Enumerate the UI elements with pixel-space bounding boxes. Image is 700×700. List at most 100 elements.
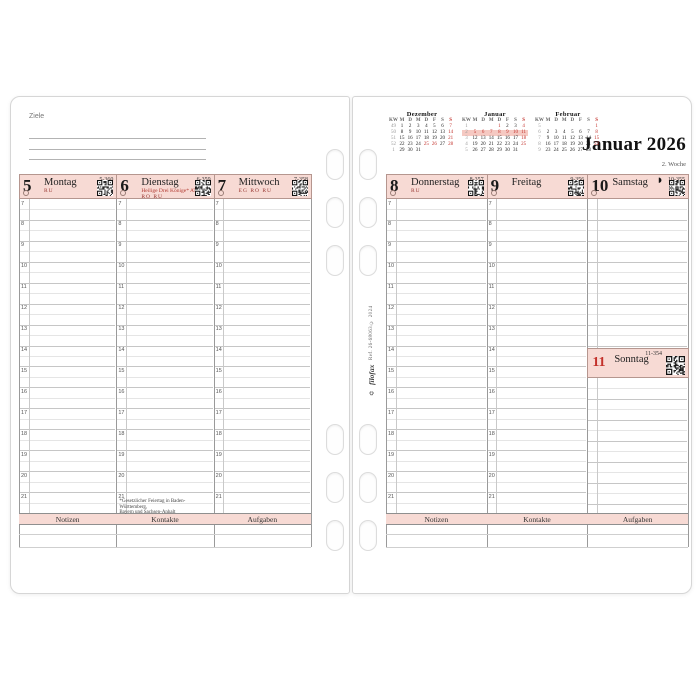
hour-column-divider [496,199,498,513]
hour-label: 11 [488,284,495,291]
hour-label: 16 [388,388,395,395]
half-hour-line [117,324,213,326]
hour-label: 21 [118,493,125,500]
mini-calendar-day: 9 [546,136,550,142]
hour-label: 14 [488,347,495,354]
binder-hole [326,520,344,551]
mini-calendar-day: 13 [577,136,583,142]
half-hour-line [387,293,486,295]
footer-label-kontakte: Kontakte [151,514,179,524]
hour-label: 7 [21,200,25,207]
holiday-label: Heilige Drei Könige* AT [141,188,197,194]
planner-page-left: Ziele 5MontagRU5-36078910111213141516171… [10,96,350,594]
hour-label: 18 [488,430,495,437]
half-hour-line [20,502,116,504]
half-hour-line [214,240,310,242]
half-hour-line [387,376,486,378]
mini-calendar-day: 22 [399,142,405,148]
half-hour-line [487,502,587,504]
column-border [213,174,215,547]
mini-calendar-day: 7 [587,130,590,136]
mini-calendar-day: 27 [577,148,583,154]
ziele-label: Ziele [29,113,45,120]
half-hour-line [487,408,587,410]
mini-calendar-week-row: 52 22 23 24 25 26 27 28 [389,142,455,148]
half-hour-line [387,303,486,305]
mini-calendar-day: 14 [448,130,454,136]
half-hour-line [588,209,687,211]
half-hour-line [117,209,213,211]
recycle-icon: ♻ [368,388,375,396]
half-hour-line [214,481,310,483]
mini-calendar-weekday: D [481,118,485,123]
binder-hole [326,472,344,503]
half-hour-line [487,314,587,316]
half-hour-line [20,408,116,410]
half-hour-line [20,282,116,284]
half-hour-line [588,493,687,495]
half-hour-line [487,450,587,452]
footer-label-notizen: Notizen [424,514,449,524]
mini-calendar-week-row: 9 23 24 25 26 27 28 [535,148,601,154]
mini-calendar-weekday: KW [535,118,544,123]
mini-calendar-day: 17 [513,136,519,142]
mini-calendar-day: 23 [407,142,413,148]
half-hour-line [487,376,587,378]
brand-imprint: ♻ filofax Ref. 26-68063 © 2024 [365,285,378,417]
half-hour-line [588,430,687,432]
hour-label: 17 [21,409,28,416]
half-hour-line [214,492,310,494]
mini-calendar-day: 10 [553,136,559,142]
half-hour-line [214,418,310,420]
half-hour-line [214,460,310,462]
day-circle-icon [591,190,598,196]
hour-label: 15 [488,367,495,374]
mini-calendar-day: 21 [488,142,494,148]
hour-label: 18 [21,430,28,437]
half-hour-line [487,471,587,473]
hour-label: 19 [488,451,495,458]
mini-calendar-day: 11 [423,130,429,136]
hour-label: 20 [21,472,28,479]
half-hour-line [487,272,587,274]
day-circle-icon [120,190,127,196]
mini-calendar-day: 30 [504,148,510,154]
half-hour-line [117,439,213,441]
half-hour-line [487,324,587,326]
footer-ruled-line [386,534,688,535]
day-name: Mittwoch [238,177,280,188]
half-hour-line [387,324,486,326]
mini-calendar-weekday: M [415,118,421,123]
half-hour-line [117,272,213,274]
half-hour-line [588,482,687,484]
half-hour-line [487,460,587,462]
half-hour-line [20,481,116,483]
half-hour-line [214,261,310,263]
half-hour-line [20,397,116,399]
hour-label: 11 [215,284,222,291]
hour-label: 16 [21,388,28,395]
mini-calendar-weekday: S [587,118,590,123]
mini-calendar-day: 4 [562,130,566,136]
half-hour-line [387,481,486,483]
half-hour-line [487,219,587,221]
ziele-ruled-line [29,138,206,139]
mini-calendar-day: 30 [407,148,413,154]
binder-hole [326,197,344,228]
mini-calendar-day: 13 [440,130,446,136]
mini-calendar-week-row: 7 9 10 11 12 13 14 15 [535,136,601,142]
half-hour-line [387,251,486,253]
half-hour-line [387,219,486,221]
half-hour-line [117,314,213,316]
country-codes: EG RO RU [238,188,273,194]
mini-calendar-day: 19 [472,142,478,148]
mini-calendar-week-row: 2 5 6 7 8 9 10 11 [462,130,528,137]
mini-calendar-weekday-row: KW M D M D F S S [462,118,528,124]
hour-label: 9 [118,242,122,249]
mini-calendar-weekday: D [424,118,429,123]
half-hour-line [588,503,687,505]
mini-calendar-day: 15 [594,136,600,142]
half-hour-line [214,356,310,357]
half-hour-line [588,409,687,411]
half-hour-line [117,418,213,420]
